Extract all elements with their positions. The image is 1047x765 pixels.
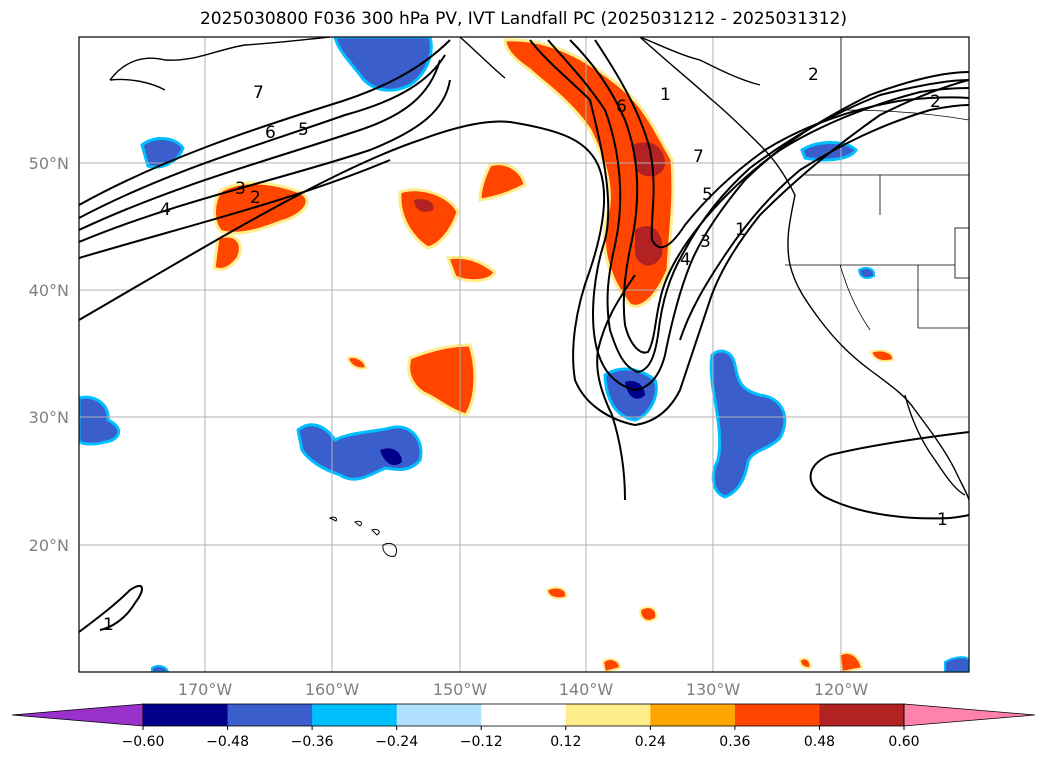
contour-label: 2 bbox=[808, 65, 819, 85]
contour-label: 4 bbox=[160, 200, 171, 220]
colorbar-tick-label: 0.48 bbox=[804, 734, 835, 750]
contour-label: 3 bbox=[235, 179, 246, 199]
colorbar-segment bbox=[227, 704, 313, 726]
ivt-pc-shading bbox=[79, 37, 969, 672]
colorbar-segment bbox=[819, 704, 905, 726]
colorbar-segment bbox=[396, 704, 482, 726]
colorbar-tick-label: −0.24 bbox=[375, 734, 418, 750]
colorbar-segment bbox=[481, 704, 567, 726]
colorbar-frame bbox=[142, 703, 905, 727]
lon-label-130w: 130°W bbox=[686, 680, 741, 699]
colorbar-segment bbox=[143, 704, 229, 726]
map-frame bbox=[78, 36, 970, 673]
colorbar-tick-label: 0.36 bbox=[719, 734, 750, 750]
lon-label-120w: 120°W bbox=[814, 680, 869, 699]
colorbar-tick-label: −0.36 bbox=[291, 734, 334, 750]
pv-contours bbox=[79, 39, 969, 633]
colorbar: −0.60 −0.48 −0.36 −0.24 −0.12 0.12 0.24 0.36 0.4… bbox=[11, 703, 1036, 750]
us-state-borders bbox=[785, 37, 969, 331]
lon-label-160w: 160°W bbox=[305, 680, 360, 699]
lon-label-140w: 140°W bbox=[559, 680, 614, 699]
lat-lon-grid bbox=[79, 37, 969, 672]
lat-label-40n: 40°N bbox=[29, 281, 69, 300]
colorbar-segment bbox=[312, 704, 398, 726]
lon-label-150w: 150°W bbox=[433, 680, 488, 699]
colorbar-tick-label: 0.60 bbox=[888, 734, 919, 750]
contour-label: 1 bbox=[660, 85, 671, 105]
latitude-labels: 50°N 40°N 30°N 20°N bbox=[29, 154, 69, 555]
map-title: 2025030800 F036 300 hPa PV, IVT Landfall… bbox=[199, 9, 847, 29]
lon-label-170w: 170°W bbox=[178, 680, 233, 699]
contour-label: 1 bbox=[103, 615, 114, 635]
contour-label: 7 bbox=[693, 147, 704, 167]
contour-label: 2 bbox=[930, 92, 941, 112]
colorbar-segment bbox=[734, 704, 820, 726]
colorbar-extend-low bbox=[11, 703, 144, 727]
colorbar-tick-label: 0.24 bbox=[635, 734, 666, 750]
contour-label: 5 bbox=[702, 185, 713, 205]
map-plot-area[interactable]: 7 6 5 4 3 2 1 2 7 6 5 4 3 1 2 1 1 bbox=[79, 37, 969, 672]
hawaii-islands bbox=[328, 516, 397, 557]
colorbar-tick-label: −0.12 bbox=[460, 734, 503, 750]
contour-label: 7 bbox=[253, 83, 264, 103]
contour-label: 6 bbox=[616, 97, 627, 117]
colorbar-segment bbox=[650, 704, 736, 726]
contour-label: 5 bbox=[298, 120, 309, 140]
contour-label: 4 bbox=[680, 250, 691, 270]
colorbar-extend-high bbox=[903, 703, 1036, 727]
colorbar-tick-label: 0.12 bbox=[550, 734, 581, 750]
contour-label: 3 bbox=[700, 232, 711, 252]
lat-label-50n: 50°N bbox=[29, 154, 69, 173]
colorbar-tick-label: −0.48 bbox=[206, 734, 249, 750]
lat-label-30n: 30°N bbox=[29, 408, 69, 427]
contour-label: 2 bbox=[250, 188, 261, 208]
contour-labels: 7 6 5 4 3 2 1 2 7 6 5 4 3 1 2 1 1 bbox=[103, 65, 948, 635]
lat-label-20n: 20°N bbox=[29, 536, 69, 555]
longitude-labels: 170°W 160°W 150°W 140°W 130°W 120°W bbox=[178, 680, 869, 699]
contour-label: 1 bbox=[937, 510, 948, 530]
contour-label: 1 bbox=[735, 220, 746, 240]
contour-label: 6 bbox=[265, 123, 276, 143]
colorbar-tick-label: −0.60 bbox=[122, 734, 165, 750]
colorbar-segment bbox=[565, 704, 651, 726]
